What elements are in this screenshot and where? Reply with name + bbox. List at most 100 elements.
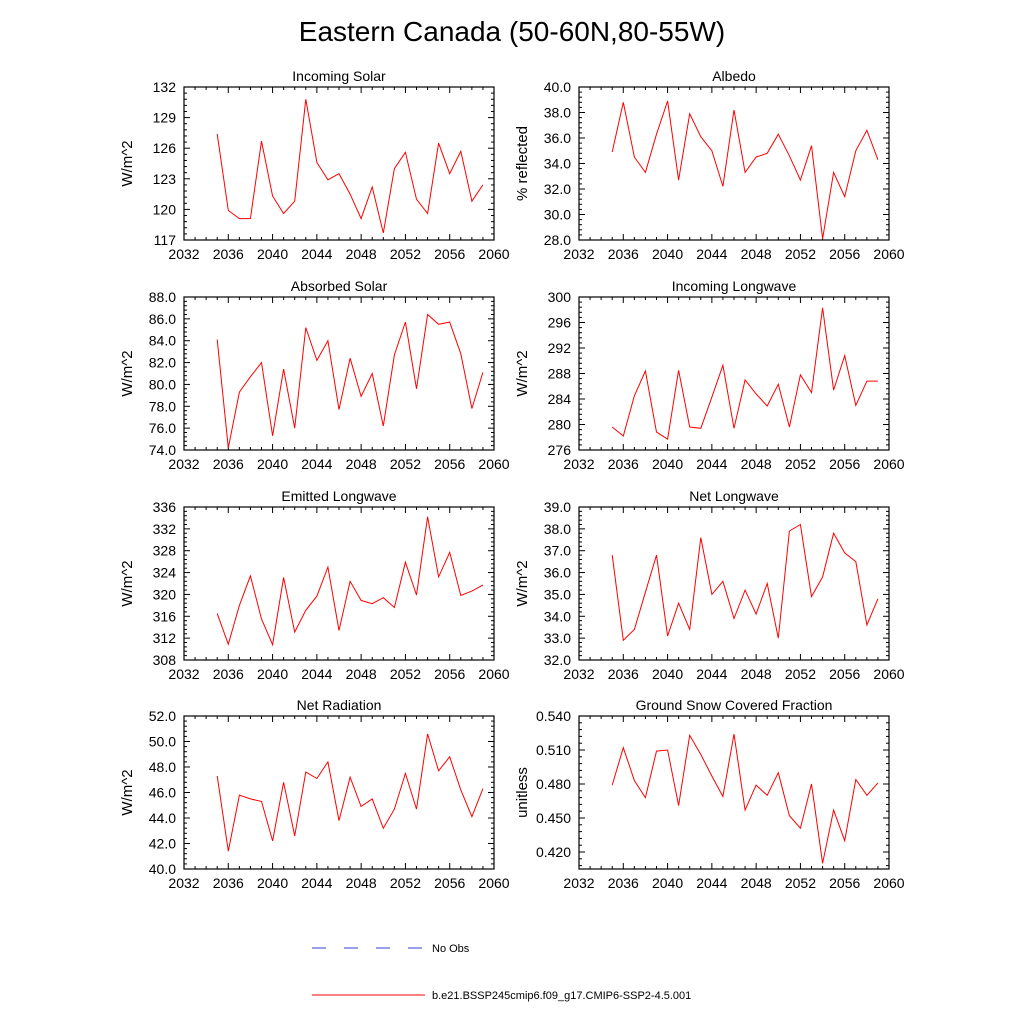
x-tick-label: 2044 bbox=[301, 875, 332, 891]
x-tick-label: 2056 bbox=[434, 875, 465, 891]
x-tick-label: 2052 bbox=[785, 875, 816, 891]
x-tick-label: 2052 bbox=[390, 456, 421, 472]
plot-frame bbox=[578, 506, 890, 661]
panel-title: Incoming Longwave bbox=[672, 278, 797, 294]
series-line bbox=[216, 99, 484, 234]
x-tick-label: 2040 bbox=[652, 875, 683, 891]
x-tick-label: 2032 bbox=[563, 875, 594, 891]
series-line bbox=[611, 100, 879, 239]
y-axis-label: W/m^2 bbox=[119, 350, 136, 396]
x-tick-label: 2044 bbox=[696, 875, 727, 891]
panel-4: Incoming Longwave W/m^2 2032 2036 2040 2044 20… bbox=[514, 278, 905, 472]
x-tick-label: 2052 bbox=[390, 666, 421, 682]
y-tick-label: 288 bbox=[548, 366, 572, 382]
x-tick-label: 2052 bbox=[785, 456, 816, 472]
y-axis-label: W/m^2 bbox=[514, 350, 531, 396]
panel-title: Net Radiation bbox=[297, 697, 382, 713]
x-tick-label: 2060 bbox=[478, 875, 509, 891]
x-tick-label: 2056 bbox=[829, 875, 860, 891]
y-tick-label: 320 bbox=[153, 586, 177, 602]
x-tick-label: 2048 bbox=[346, 246, 377, 262]
y-tick-label: 44.0 bbox=[149, 810, 176, 826]
x-tick-label: 2052 bbox=[785, 666, 816, 682]
y-tick-label: 312 bbox=[153, 630, 177, 646]
x-tick-label: 2060 bbox=[478, 246, 509, 262]
y-tick-label: 276 bbox=[548, 442, 572, 458]
legend: No Obs b.e21.BSSP245cmip6.f09_g17.CMIP6-… bbox=[312, 943, 691, 1002]
x-tick-label: 2048 bbox=[741, 246, 772, 262]
x-tick-label: 2060 bbox=[873, 246, 904, 262]
x-tick-label: 2056 bbox=[829, 246, 860, 262]
x-tick-label: 2044 bbox=[696, 246, 727, 262]
panel-2: Albedo % reflected 2032 2036 2040 2044 2048 205… bbox=[514, 68, 905, 262]
plot-frame bbox=[183, 86, 495, 241]
x-tick-label: 2052 bbox=[390, 875, 421, 891]
x-tick-label: 2040 bbox=[652, 666, 683, 682]
panel-3: Absorbed Solar W/m^2 2032 2036 2040 2044 2048 2… bbox=[119, 278, 510, 472]
x-tick-label: 2032 bbox=[168, 246, 199, 262]
x-tick-label: 2032 bbox=[563, 666, 594, 682]
x-tick-label: 2036 bbox=[213, 246, 244, 262]
series-line bbox=[216, 516, 484, 647]
x-tick-label: 2036 bbox=[213, 666, 244, 682]
legend-no-obs-label: No Obs bbox=[432, 943, 470, 955]
panel-8: Ground Snow Covered Fraction unitless 2032… bbox=[514, 697, 905, 891]
x-tick-label: 2044 bbox=[301, 246, 332, 262]
x-tick-label: 2040 bbox=[257, 246, 288, 262]
x-tick-label: 2036 bbox=[608, 666, 639, 682]
y-axis-label: unitless bbox=[514, 767, 531, 818]
x-tick-label: 2032 bbox=[168, 666, 199, 682]
x-tick-label: 2060 bbox=[873, 666, 904, 682]
x-tick-label: 2056 bbox=[829, 666, 860, 682]
series-line bbox=[216, 733, 484, 852]
y-tick-label: 0.510 bbox=[536, 742, 571, 758]
y-tick-label: 82.0 bbox=[149, 355, 176, 371]
y-tick-label: 36.0 bbox=[544, 565, 571, 581]
y-tick-label: 38.0 bbox=[544, 521, 571, 537]
series-line bbox=[611, 523, 879, 642]
x-tick-label: 2060 bbox=[478, 456, 509, 472]
y-tick-label: 40.0 bbox=[544, 79, 571, 95]
y-tick-label: 32.0 bbox=[544, 181, 571, 197]
y-tick-label: 32.0 bbox=[544, 652, 571, 668]
series-line bbox=[216, 313, 484, 448]
y-tick-label: 80.0 bbox=[149, 376, 176, 392]
legend-model-label: b.e21.BSSP245cmip6.f09_g17.CMIP6-SSP2-4.… bbox=[432, 990, 691, 1002]
panel-5: Emitted Longwave W/m^2 2032 2036 2040 2044 204… bbox=[119, 488, 510, 682]
x-tick-label: 2044 bbox=[301, 456, 332, 472]
y-tick-label: 78.0 bbox=[149, 398, 176, 414]
x-tick-label: 2032 bbox=[168, 456, 199, 472]
figure-title: Eastern Canada (50-60N,80-55W) bbox=[299, 16, 725, 47]
x-tick-label: 2048 bbox=[741, 875, 772, 891]
panel-1: Incoming Solar W/m^2 2032 2036 2040 2044 2048 2… bbox=[119, 68, 510, 262]
x-tick-label: 2036 bbox=[608, 875, 639, 891]
panels: Incoming Solar W/m^2 2032 2036 2040 2044 2048 2… bbox=[119, 68, 905, 891]
y-tick-label: 324 bbox=[153, 565, 177, 581]
x-tick-label: 2044 bbox=[301, 666, 332, 682]
y-tick-label: 88.0 bbox=[149, 289, 176, 305]
y-tick-label: 280 bbox=[548, 417, 572, 433]
series-line bbox=[611, 307, 878, 441]
y-tick-label: 126 bbox=[153, 140, 177, 156]
y-tick-label: 38.0 bbox=[544, 105, 571, 121]
y-tick-label: 86.0 bbox=[149, 311, 176, 327]
y-tick-label: 123 bbox=[153, 171, 177, 187]
x-tick-label: 2052 bbox=[785, 246, 816, 262]
panel-title: Emitted Longwave bbox=[281, 488, 396, 504]
x-tick-label: 2040 bbox=[257, 666, 288, 682]
panel-title: Net Longwave bbox=[689, 488, 779, 504]
y-tick-label: 37.0 bbox=[544, 543, 571, 559]
y-tick-label: 39.0 bbox=[544, 499, 571, 515]
y-tick-label: 46.0 bbox=[149, 785, 176, 801]
x-tick-label: 2040 bbox=[652, 246, 683, 262]
panel-title: Albedo bbox=[712, 68, 756, 84]
y-tick-label: 74.0 bbox=[149, 442, 176, 458]
y-tick-label: 284 bbox=[548, 391, 572, 407]
y-tick-label: 0.480 bbox=[536, 776, 571, 792]
y-tick-label: 300 bbox=[548, 289, 572, 305]
x-tick-label: 2060 bbox=[873, 875, 904, 891]
series-line bbox=[611, 733, 879, 864]
panel-7: Net Radiation W/m^2 2032 2036 2040 2044 2048 20… bbox=[119, 697, 510, 891]
y-tick-label: 76.0 bbox=[149, 420, 176, 436]
x-tick-label: 2048 bbox=[346, 875, 377, 891]
